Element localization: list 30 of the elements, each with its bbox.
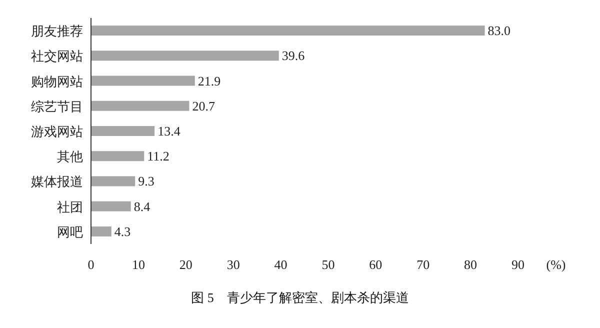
- y-tick-label: 媒体报道: [31, 174, 83, 190]
- x-tick-label: 50: [322, 257, 335, 272]
- y-tick-label: 游戏网站: [31, 124, 83, 139]
- data-label: 83.0: [488, 23, 511, 38]
- data-label: 39.6: [282, 48, 306, 64]
- y-tick-label: 其他: [57, 149, 83, 164]
- data-label: 13.4: [158, 124, 181, 138]
- x-tick-label: 80: [464, 257, 478, 272]
- data-label: 21.9: [198, 73, 221, 88]
- x-tick-label: 70: [416, 257, 430, 272]
- x-tick-label: 20: [179, 257, 192, 272]
- x-tick-label: 60: [369, 257, 382, 272]
- text: 图 5 青少年了解密室、剧本杀的渠道: [191, 290, 409, 305]
- x-tick-label: 40: [274, 257, 288, 272]
- x-tick-label: 30: [226, 257, 240, 272]
- data-label: 20.7: [192, 98, 216, 114]
- data-label: 8.4: [134, 198, 151, 214]
- y-tick-label: 综艺节目: [31, 98, 83, 114]
- x-tick-label: 90: [512, 257, 524, 272]
- y-tick-label: 购物网站: [31, 74, 83, 89]
- data-label: 9.3: [138, 174, 154, 189]
- y-tick-label: 社交网站: [31, 48, 83, 64]
- x-tick-label: 10: [132, 257, 145, 272]
- y-tick-label: 朋友推荐: [31, 24, 83, 39]
- y-tick-label: 社团: [57, 199, 83, 214]
- y-tick-label: 网吧: [57, 224, 83, 240]
- x-axis-title: (%): [546, 257, 566, 272]
- data-label: 4.3: [114, 224, 131, 239]
- x-tick-label: 0: [88, 257, 94, 272]
- data-label: 11.2: [147, 148, 170, 164]
